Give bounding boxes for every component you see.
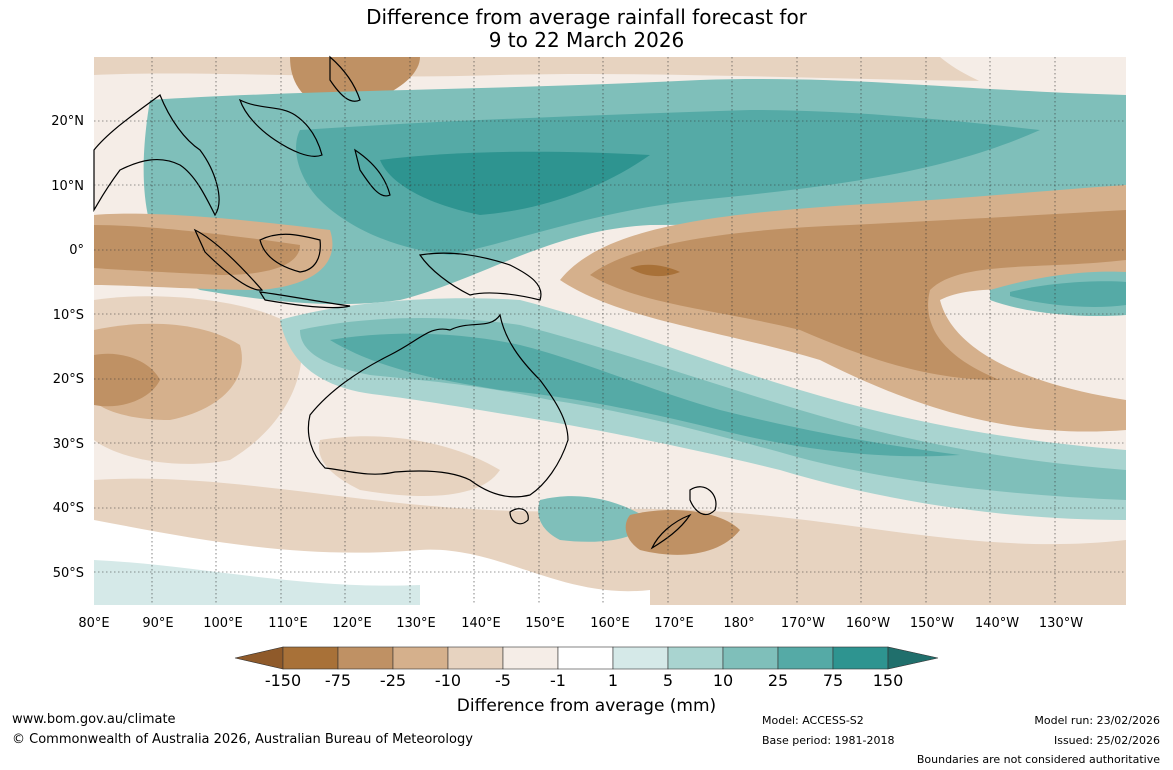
colorbar-tick-label: -5 (495, 671, 511, 690)
lon-label: 170°W (781, 616, 825, 631)
lat-label: 0° (69, 243, 84, 258)
colorbar-swatch (722, 646, 779, 670)
colorbar-tick-label: -1 (550, 671, 566, 690)
lon-label: 140°E (461, 616, 501, 631)
southeast-asia-coast (93, 94, 220, 217)
graticule (94, 57, 1126, 605)
website-url[interactable]: www.bom.gov.au/climate (12, 712, 176, 727)
philippines-coast (354, 148, 391, 197)
lon-label: 160°E (590, 616, 630, 631)
colorbar-arrow-left (234, 646, 284, 670)
lat-label: 20°N (51, 114, 84, 129)
colorbar-tick-label: 10 (712, 671, 734, 690)
colorbar-swatch (392, 646, 449, 670)
colorbar-swatch (832, 646, 889, 670)
colorbar-tick-label: -75 (324, 671, 352, 690)
colorbar-swatch (282, 646, 339, 670)
lon-label: 180° (723, 616, 754, 631)
colorbar (234, 646, 939, 670)
indochina-coast (238, 98, 323, 157)
copyright-notice: © Commonwealth of Australia 2026, Austra… (12, 732, 473, 747)
colorbar-title: Difference from average (mm) (456, 696, 717, 716)
borneo-coast (259, 233, 321, 273)
lat-label: 10°S (53, 308, 84, 323)
lon-label: 140°W (975, 616, 1019, 631)
east-asia-coast (329, 55, 361, 102)
colorbar-swatch (447, 646, 504, 670)
lon-label: 120°E (332, 616, 372, 631)
colorbar-swatch (612, 646, 669, 670)
colorbar-swatch (502, 646, 559, 670)
colorbar-tick-label: 25 (767, 671, 789, 690)
colorbar-tick-label: -25 (379, 671, 407, 690)
colorbar-tick-label: 1 (607, 671, 619, 690)
coastlines (93, 55, 717, 550)
java-coast (258, 291, 351, 309)
colorbar-swatch (667, 646, 724, 670)
rainfall-anomaly-field (94, 57, 1126, 605)
colorbar-arrow-right (887, 646, 939, 670)
base-period: Base period: 1981-2018 (762, 734, 895, 747)
lat-label: 50°S (53, 566, 84, 581)
colorbar-swatch (557, 646, 614, 670)
latitude-labels: 20°N 10°N 0° 10°S 20°S 30°S 40°S 50°S (51, 114, 84, 581)
sumatra-coast (193, 228, 264, 291)
lon-label: 170°E (654, 616, 694, 631)
lat-label: 10°N (51, 179, 84, 194)
colorbar-tick-label: 75 (822, 671, 844, 690)
lon-label: 150°E (525, 616, 565, 631)
lat-label: 20°S (53, 372, 84, 387)
colorbar-swatch (337, 646, 394, 670)
lon-label: 150°W (910, 616, 954, 631)
colorbar-tick-label: 150 (872, 671, 904, 690)
australia-coast (307, 313, 569, 498)
colorbar-tick-label: -10 (434, 671, 462, 690)
lat-label: 30°S (53, 437, 84, 452)
colorbar-swatch (777, 646, 834, 670)
model-run-date: Model run: 23/02/2026 (1034, 714, 1160, 727)
lon-label: 90°E (142, 616, 173, 631)
colorbar-tick-label: 5 (662, 671, 674, 690)
lat-label: 40°S (53, 501, 84, 516)
lon-label: 80°E (78, 616, 109, 631)
lon-label: 100°E (203, 616, 243, 631)
map-title-line2: 9 to 22 March 2026 (488, 28, 685, 52)
lon-label: 130°E (396, 616, 436, 631)
longitude-labels: 80°E 90°E 100°E 110°E 120°E 130°E 140°E … (78, 616, 1083, 631)
lon-label: 130°W (1039, 616, 1083, 631)
model-name: Model: ACCESS-S2 (762, 714, 864, 727)
new-guinea-coast (418, 252, 542, 301)
issued-date: Issued: 25/02/2026 (1053, 734, 1160, 747)
lon-label: 160°W (846, 616, 890, 631)
lon-label: 110°E (268, 616, 308, 631)
boundary-disclaimer: Boundaries are not considered authoritat… (916, 753, 1160, 766)
new-zealand-coast (650, 486, 717, 550)
colorbar-tick-label: -150 (264, 671, 302, 690)
map-title-line1: Difference from average rainfall forecas… (366, 5, 807, 29)
tasmania-coast (509, 508, 529, 525)
